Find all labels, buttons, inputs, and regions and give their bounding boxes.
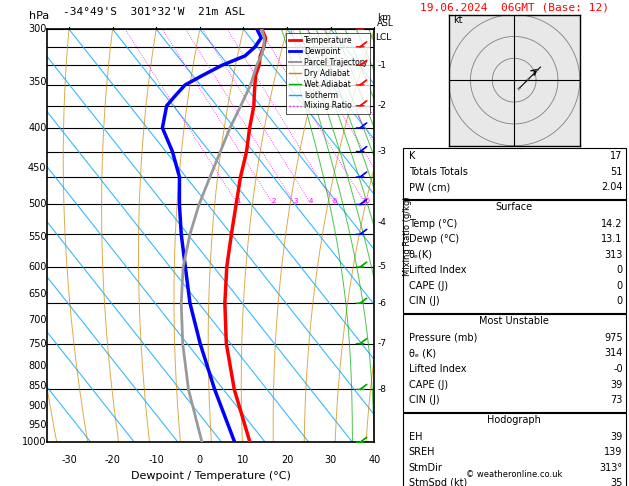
- Text: θₑ(K): θₑ(K): [409, 250, 433, 260]
- Text: -5: -5: [377, 262, 386, 272]
- Text: θₑ (K): θₑ (K): [409, 348, 436, 359]
- Text: 300: 300: [28, 24, 47, 34]
- Text: CIN (J): CIN (J): [409, 296, 440, 307]
- Text: Totals Totals: Totals Totals: [409, 167, 468, 177]
- Text: 850: 850: [28, 382, 47, 392]
- Text: 0: 0: [197, 455, 203, 465]
- Text: StmSpd (kt): StmSpd (kt): [409, 478, 467, 486]
- Text: © weatheronline.co.uk: © weatheronline.co.uk: [466, 469, 562, 479]
- Text: CIN (J): CIN (J): [409, 395, 440, 405]
- Text: 139: 139: [604, 447, 623, 457]
- Text: 600: 600: [28, 262, 47, 272]
- Text: 800: 800: [28, 361, 47, 371]
- Text: 2.04: 2.04: [601, 182, 623, 192]
- Text: km: km: [377, 13, 391, 22]
- Text: Lifted Index: Lifted Index: [409, 265, 466, 276]
- Text: 400: 400: [28, 123, 47, 133]
- Text: 975: 975: [604, 333, 623, 343]
- Text: Most Unstable: Most Unstable: [479, 316, 549, 326]
- Text: PW (cm): PW (cm): [409, 182, 450, 192]
- Text: ASL: ASL: [377, 18, 394, 28]
- Text: 900: 900: [28, 401, 47, 411]
- Text: -1: -1: [377, 61, 386, 70]
- Text: 13.1: 13.1: [601, 234, 623, 244]
- Text: -7: -7: [377, 339, 386, 348]
- Text: CAPE (J): CAPE (J): [409, 380, 448, 390]
- Text: 750: 750: [28, 339, 47, 348]
- Legend: Temperature, Dewpoint, Parcel Trajectory, Dry Adiabat, Wet Adiabat, Isotherm, Mi: Temperature, Dewpoint, Parcel Trajectory…: [286, 33, 370, 114]
- Text: 10: 10: [361, 198, 370, 205]
- Text: K: K: [409, 151, 415, 161]
- Text: -2: -2: [377, 101, 386, 110]
- Text: +: +: [516, 86, 521, 92]
- Text: -4: -4: [377, 218, 386, 226]
- Text: Pressure (mb): Pressure (mb): [409, 333, 477, 343]
- Text: 550: 550: [28, 232, 47, 242]
- Text: SREH: SREH: [409, 447, 435, 457]
- Text: 0: 0: [616, 265, 623, 276]
- Text: +: +: [533, 69, 539, 74]
- Text: Temp (°C): Temp (°C): [409, 219, 457, 229]
- Text: EH: EH: [409, 432, 422, 442]
- Text: -8: -8: [377, 385, 386, 394]
- Text: hPa: hPa: [29, 11, 50, 21]
- Text: 20: 20: [281, 455, 293, 465]
- Text: 1000: 1000: [22, 437, 47, 447]
- Text: 6: 6: [333, 198, 337, 205]
- Text: -0: -0: [613, 364, 623, 374]
- Text: 2: 2: [271, 198, 276, 205]
- Text: 313: 313: [604, 250, 623, 260]
- Text: 73: 73: [610, 395, 623, 405]
- Text: 313°: 313°: [599, 463, 623, 473]
- Text: 1: 1: [236, 198, 240, 205]
- Text: 17: 17: [610, 151, 623, 161]
- Text: 10: 10: [237, 455, 250, 465]
- Text: 30: 30: [325, 455, 337, 465]
- Text: LCL: LCL: [376, 34, 392, 42]
- Text: +: +: [525, 77, 530, 83]
- Text: 51: 51: [610, 167, 623, 177]
- Text: Surface: Surface: [496, 202, 533, 212]
- Text: kt: kt: [453, 16, 462, 25]
- Text: Mixing Ratio (g/kg): Mixing Ratio (g/kg): [403, 196, 411, 276]
- Text: 19.06.2024  06GMT (Base: 12): 19.06.2024 06GMT (Base: 12): [420, 2, 609, 12]
- Text: 314: 314: [604, 348, 623, 359]
- Text: 35: 35: [610, 478, 623, 486]
- Text: 0: 0: [616, 296, 623, 307]
- Text: -3: -3: [377, 147, 386, 156]
- Text: 700: 700: [28, 315, 47, 325]
- Text: 40: 40: [368, 455, 381, 465]
- Text: -30: -30: [61, 455, 77, 465]
- Text: 650: 650: [28, 290, 47, 299]
- Text: Dewp (°C): Dewp (°C): [409, 234, 459, 244]
- Text: Lifted Index: Lifted Index: [409, 364, 466, 374]
- Text: -34°49'S  301°32'W  21m ASL: -34°49'S 301°32'W 21m ASL: [63, 7, 245, 17]
- Text: 500: 500: [28, 199, 47, 209]
- Text: 950: 950: [28, 419, 47, 430]
- Text: Dewpoint / Temperature (°C): Dewpoint / Temperature (°C): [131, 471, 291, 481]
- Text: 39: 39: [611, 432, 623, 442]
- Text: 14.2: 14.2: [601, 219, 623, 229]
- Text: Hodograph: Hodograph: [487, 415, 541, 425]
- Text: 350: 350: [28, 77, 47, 87]
- Text: -6: -6: [377, 298, 386, 308]
- Text: -10: -10: [148, 455, 164, 465]
- Text: CAPE (J): CAPE (J): [409, 281, 448, 291]
- Text: 3: 3: [293, 198, 298, 205]
- Text: StmDir: StmDir: [409, 463, 443, 473]
- Text: 39: 39: [611, 380, 623, 390]
- Text: 450: 450: [28, 163, 47, 174]
- Text: -20: -20: [104, 455, 121, 465]
- Text: 0: 0: [616, 281, 623, 291]
- Text: 4: 4: [309, 198, 313, 205]
